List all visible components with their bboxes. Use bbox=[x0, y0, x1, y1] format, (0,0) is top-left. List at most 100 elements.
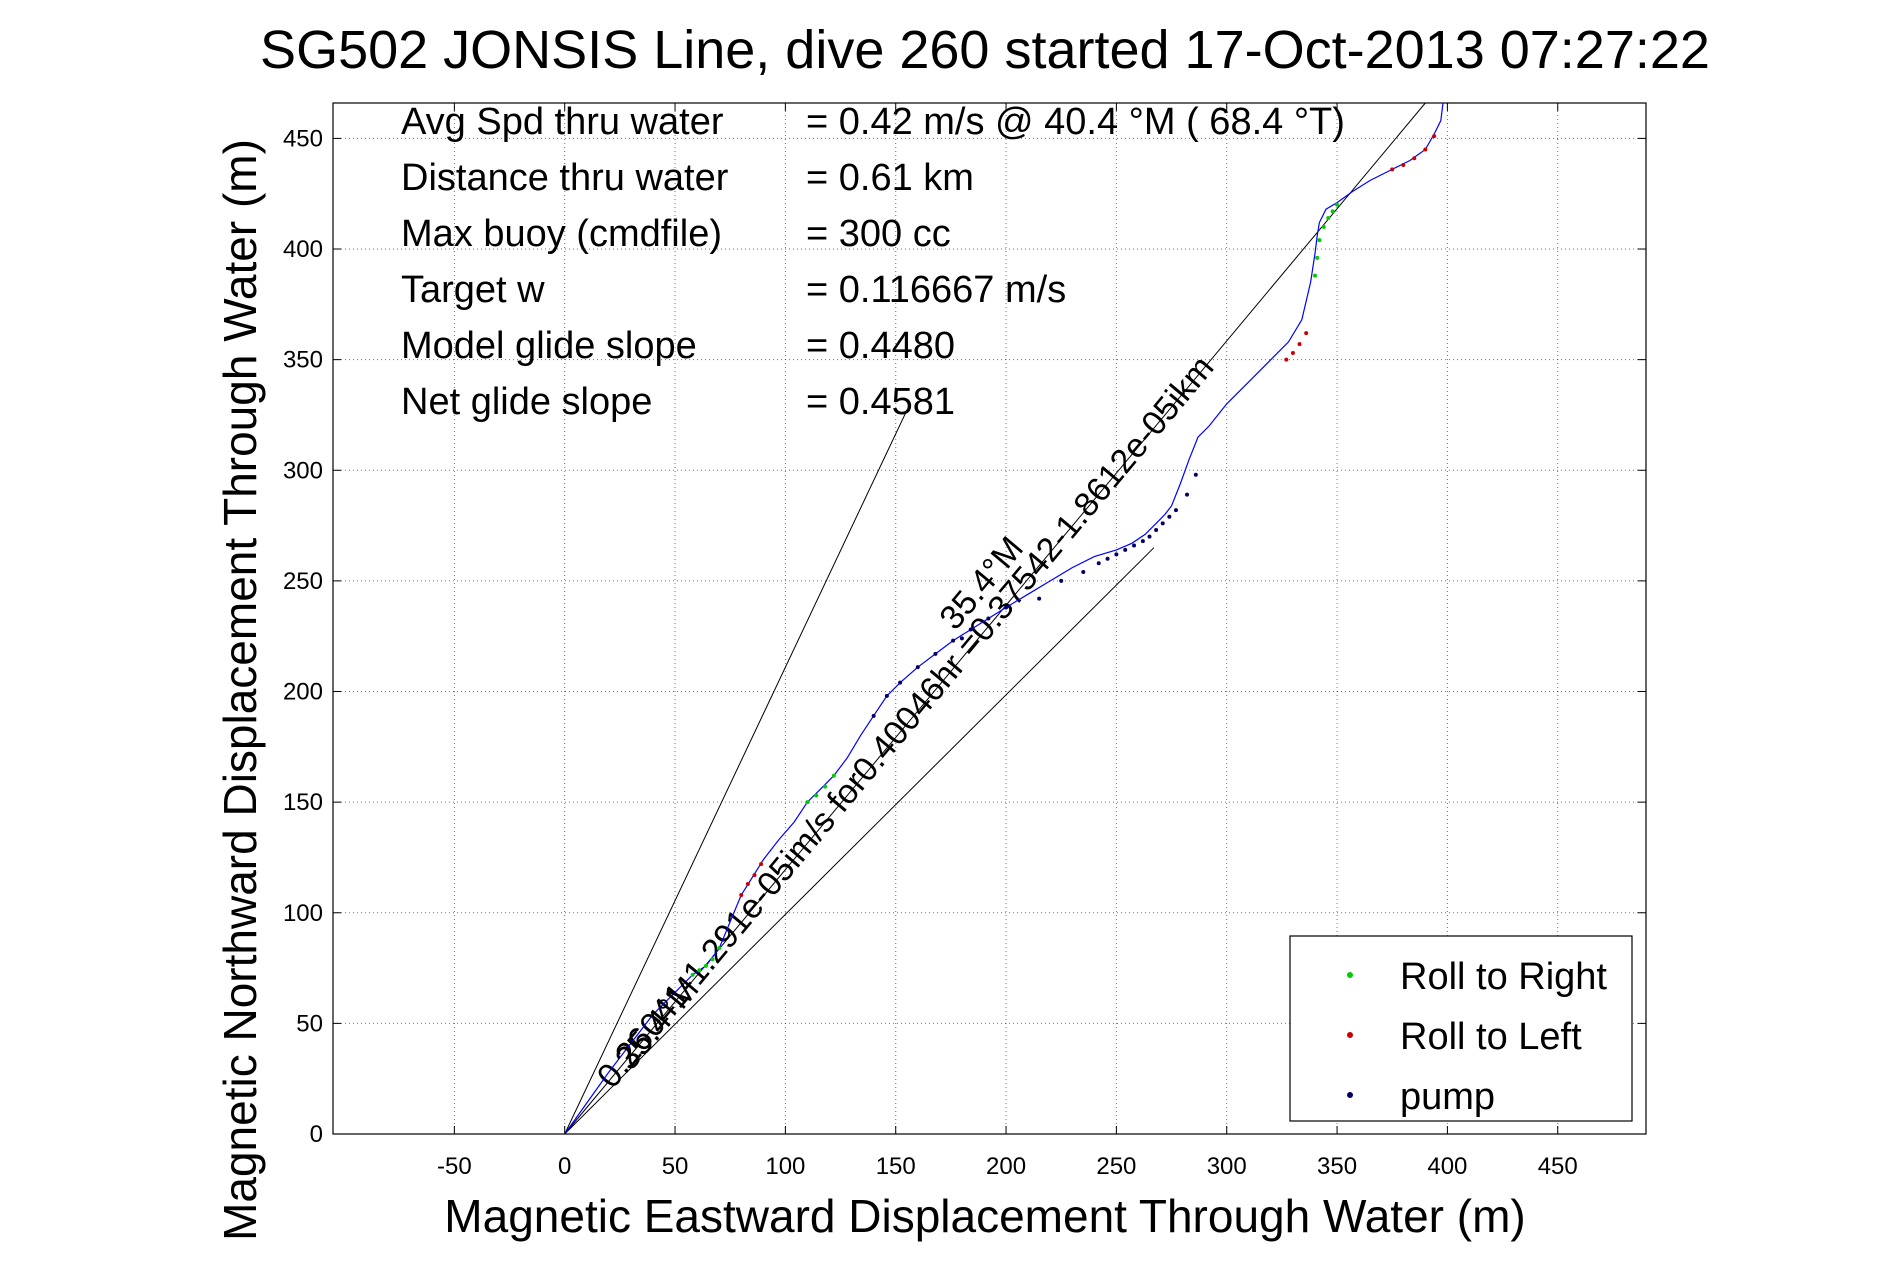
dive-track-line bbox=[564, 102, 1444, 1135]
legend-marker bbox=[1347, 1032, 1353, 1038]
y-tick-label: 0 bbox=[310, 1121, 323, 1148]
dive-stats-panel: Avg Spd thru water = 0.42 m/s @ 40.4 °M (… bbox=[401, 101, 1345, 423]
stat-value: = 0.4480 bbox=[806, 325, 955, 367]
pump-marker bbox=[1004, 605, 1009, 610]
y-tick-label: 200 bbox=[283, 679, 323, 706]
roll-to-right-marker bbox=[814, 793, 819, 798]
roll-to-right-marker bbox=[1330, 209, 1335, 214]
roll-to-right-marker bbox=[1321, 224, 1326, 229]
x-tick-label: 400 bbox=[1427, 1153, 1467, 1180]
pump-marker bbox=[1185, 492, 1190, 497]
pump-marker bbox=[1123, 547, 1128, 552]
roll-to-left-marker bbox=[745, 881, 750, 886]
pump-marker bbox=[1105, 556, 1110, 561]
heading-line bbox=[564, 547, 1155, 1135]
stat-label: Model glide slope bbox=[401, 325, 697, 367]
stat-value: = 0.116667 m/s bbox=[806, 269, 1066, 311]
legend-box bbox=[1289, 935, 1633, 1122]
pump-marker bbox=[1160, 521, 1165, 526]
pump-marker bbox=[933, 651, 938, 656]
chart-legend: Roll to Right Roll to Left pump bbox=[1289, 935, 1633, 1122]
pump-marker bbox=[1173, 508, 1178, 513]
pump-marker bbox=[1037, 596, 1042, 601]
y-axis-label: Magnetic Northward Displacement Through … bbox=[214, 139, 266, 1241]
y-tick-label: 350 bbox=[283, 347, 323, 374]
legend-label: pump bbox=[1400, 1076, 1495, 1118]
y-tick-label: 50 bbox=[296, 1010, 323, 1037]
stat-value: = 300 cc bbox=[806, 213, 951, 255]
roll-to-right-marker bbox=[805, 800, 810, 805]
pump-marker bbox=[1096, 561, 1101, 566]
roll-to-right-marker bbox=[703, 963, 708, 968]
roll-to-right-marker bbox=[831, 773, 836, 778]
stat-label: Avg Spd thru water bbox=[401, 101, 724, 143]
roll-to-right-marker bbox=[1317, 238, 1322, 243]
x-tick-label: 0 bbox=[558, 1153, 571, 1180]
pump-marker bbox=[1193, 472, 1198, 477]
roll-to-left-marker bbox=[1412, 156, 1417, 161]
roll-to-right-marker bbox=[1312, 273, 1317, 278]
stat-label: Distance thru water bbox=[401, 157, 729, 199]
chart-title: SG502 JONSIS Line, dive 260 started 17-O… bbox=[260, 20, 1710, 80]
x-tick-label: -50 bbox=[437, 1153, 472, 1180]
x-tick-label: 150 bbox=[876, 1153, 916, 1180]
pump-marker bbox=[1167, 514, 1172, 519]
roll-to-left-marker bbox=[759, 862, 764, 867]
axis-ticks: -50 0 50 100 150 200 250 300 350 400 450 0 50 100 150 2… bbox=[283, 103, 1646, 1180]
pump-marker bbox=[1081, 570, 1086, 575]
y-tick-label: 150 bbox=[283, 789, 323, 816]
roll-to-left-marker bbox=[1401, 162, 1406, 167]
stat-value: = 0.42 m/s @ 40.4 °M ( 68.4 °T) bbox=[806, 101, 1345, 143]
legend-marker bbox=[1347, 1092, 1353, 1098]
legend-label: Roll to Left bbox=[1400, 1016, 1582, 1058]
roll-to-left-marker bbox=[1297, 342, 1302, 347]
roll-to-right-marker bbox=[697, 968, 702, 973]
x-tick-label: 250 bbox=[1096, 1153, 1136, 1180]
stat-label: Target w bbox=[401, 269, 545, 311]
roll-to-right-marker bbox=[1335, 202, 1340, 207]
roll-to-right-marker bbox=[1326, 216, 1331, 221]
legend-marker bbox=[1347, 972, 1353, 978]
stat-value: = 0.4581 bbox=[806, 381, 955, 423]
roll-to-right-marker bbox=[823, 784, 828, 789]
event-markers bbox=[690, 134, 1437, 977]
y-tick-label: 450 bbox=[283, 125, 323, 152]
x-tick-label: 100 bbox=[765, 1153, 805, 1180]
pump-marker bbox=[1132, 543, 1137, 548]
pump-marker bbox=[1059, 578, 1064, 583]
x-tick-label: 50 bbox=[662, 1153, 689, 1180]
stat-value: = 0.61 km bbox=[806, 157, 974, 199]
pump-marker bbox=[884, 693, 889, 698]
roll-to-left-marker bbox=[1423, 147, 1428, 152]
pump-marker bbox=[959, 636, 964, 641]
heading-line bbox=[564, 410, 908, 1135]
y-tick-label: 100 bbox=[283, 900, 323, 927]
roll-to-left-marker bbox=[1284, 357, 1289, 362]
pump-marker bbox=[871, 713, 876, 718]
roll-to-right-marker bbox=[710, 957, 715, 962]
pump-marker bbox=[1140, 539, 1145, 544]
x-tick-label: 350 bbox=[1317, 1153, 1357, 1180]
x-tick-label: 200 bbox=[986, 1153, 1026, 1180]
y-tick-label: 300 bbox=[283, 457, 323, 484]
roll-to-right-marker bbox=[717, 946, 722, 951]
stat-label: Net glide slope bbox=[401, 381, 652, 423]
x-tick-label: 450 bbox=[1538, 1153, 1578, 1180]
pump-marker bbox=[951, 638, 956, 643]
roll-to-right-marker bbox=[1315, 255, 1320, 260]
roll-to-left-marker bbox=[1304, 331, 1309, 336]
roll-to-left-marker bbox=[1432, 134, 1437, 139]
legend-label: Roll to Right bbox=[1400, 956, 1607, 998]
pump-marker bbox=[898, 680, 903, 685]
y-tick-label: 400 bbox=[283, 236, 323, 263]
dive-track bbox=[564, 102, 1444, 1135]
x-tick-label: 300 bbox=[1207, 1153, 1247, 1180]
plot-area-frame bbox=[332, 102, 1647, 1135]
roll-to-left-marker bbox=[1390, 167, 1395, 172]
pump-marker bbox=[1154, 528, 1159, 533]
x-axis-label: Magnetic Eastward Displacement Through W… bbox=[444, 1190, 1525, 1242]
pump-marker bbox=[1114, 552, 1119, 557]
pump-marker bbox=[986, 616, 991, 621]
roll-to-right-marker bbox=[690, 972, 695, 977]
